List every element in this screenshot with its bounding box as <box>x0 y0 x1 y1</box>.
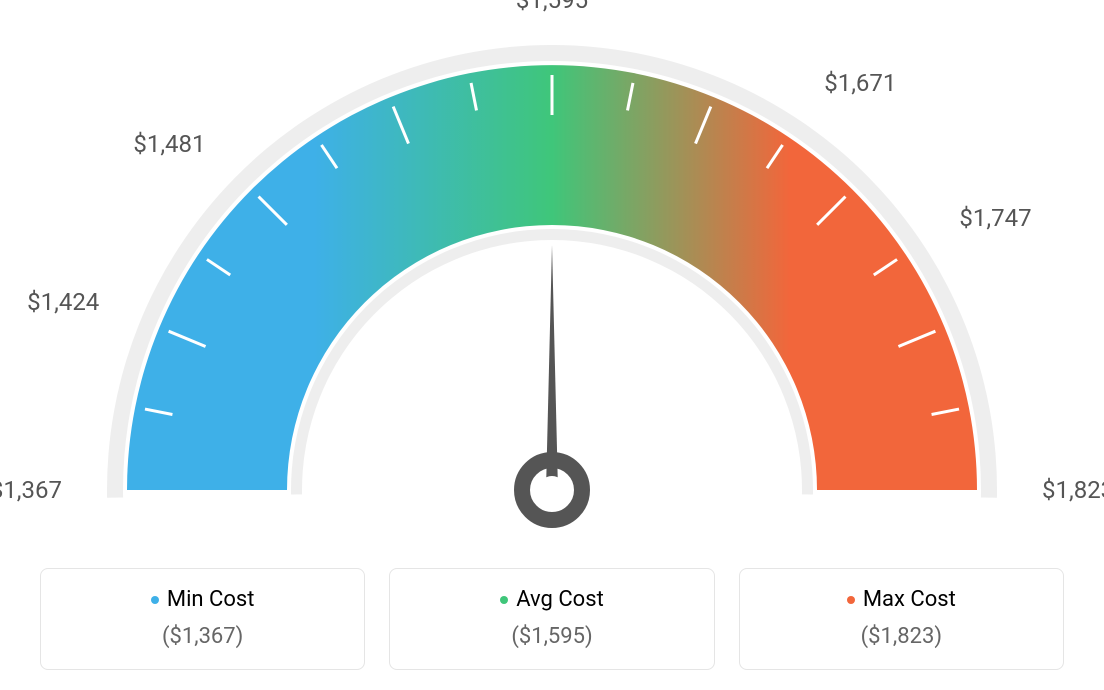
legend-title-min: Min Cost <box>61 587 344 612</box>
gauge-tick-label: $1,424 <box>27 288 99 316</box>
legend-value-max: ($1,823) <box>760 624 1043 649</box>
legend-bullet-max <box>847 596 855 604</box>
legend-value-avg: ($1,595) <box>410 624 693 649</box>
legend-card-max: Max Cost ($1,823) <box>739 568 1064 670</box>
gauge-area: $1,367 $1,424 $1,481 $1,595 $1,671 $1,747 $1,8… <box>0 0 1104 560</box>
gauge-hub-inner <box>538 476 566 504</box>
gauge-tick-label: $1,481 <box>133 130 205 158</box>
gauge-tick-label: $1,747 <box>959 204 1031 232</box>
legend-card-min: Min Cost ($1,367) <box>40 568 365 670</box>
legend-title-max-text: Max Cost <box>863 587 956 612</box>
legend-title-avg: Avg Cost <box>410 587 693 612</box>
gauge-tick-label: $1,823 <box>1042 476 1104 504</box>
legend-title-max: Max Cost <box>760 587 1043 612</box>
legend-bullet-min <box>151 596 159 604</box>
gauge-tick-label: $1,671 <box>824 69 896 97</box>
legend-card-avg: Avg Cost ($1,595) <box>389 568 714 670</box>
gauge-svg <box>0 0 1104 560</box>
gauge-tick-label: $1,595 <box>516 0 588 14</box>
chart-container: $1,367 $1,424 $1,481 $1,595 $1,671 $1,747 $1,8… <box>0 0 1104 690</box>
legend-title-min-text: Min Cost <box>167 587 255 612</box>
legend-title-avg-text: Avg Cost <box>516 587 604 612</box>
legend-row: Min Cost ($1,367) Avg Cost ($1,595) Max … <box>40 568 1064 670</box>
gauge-tick-label: $1,367 <box>0 476 62 504</box>
legend-value-min: ($1,367) <box>61 624 344 649</box>
legend-bullet-avg <box>500 596 508 604</box>
